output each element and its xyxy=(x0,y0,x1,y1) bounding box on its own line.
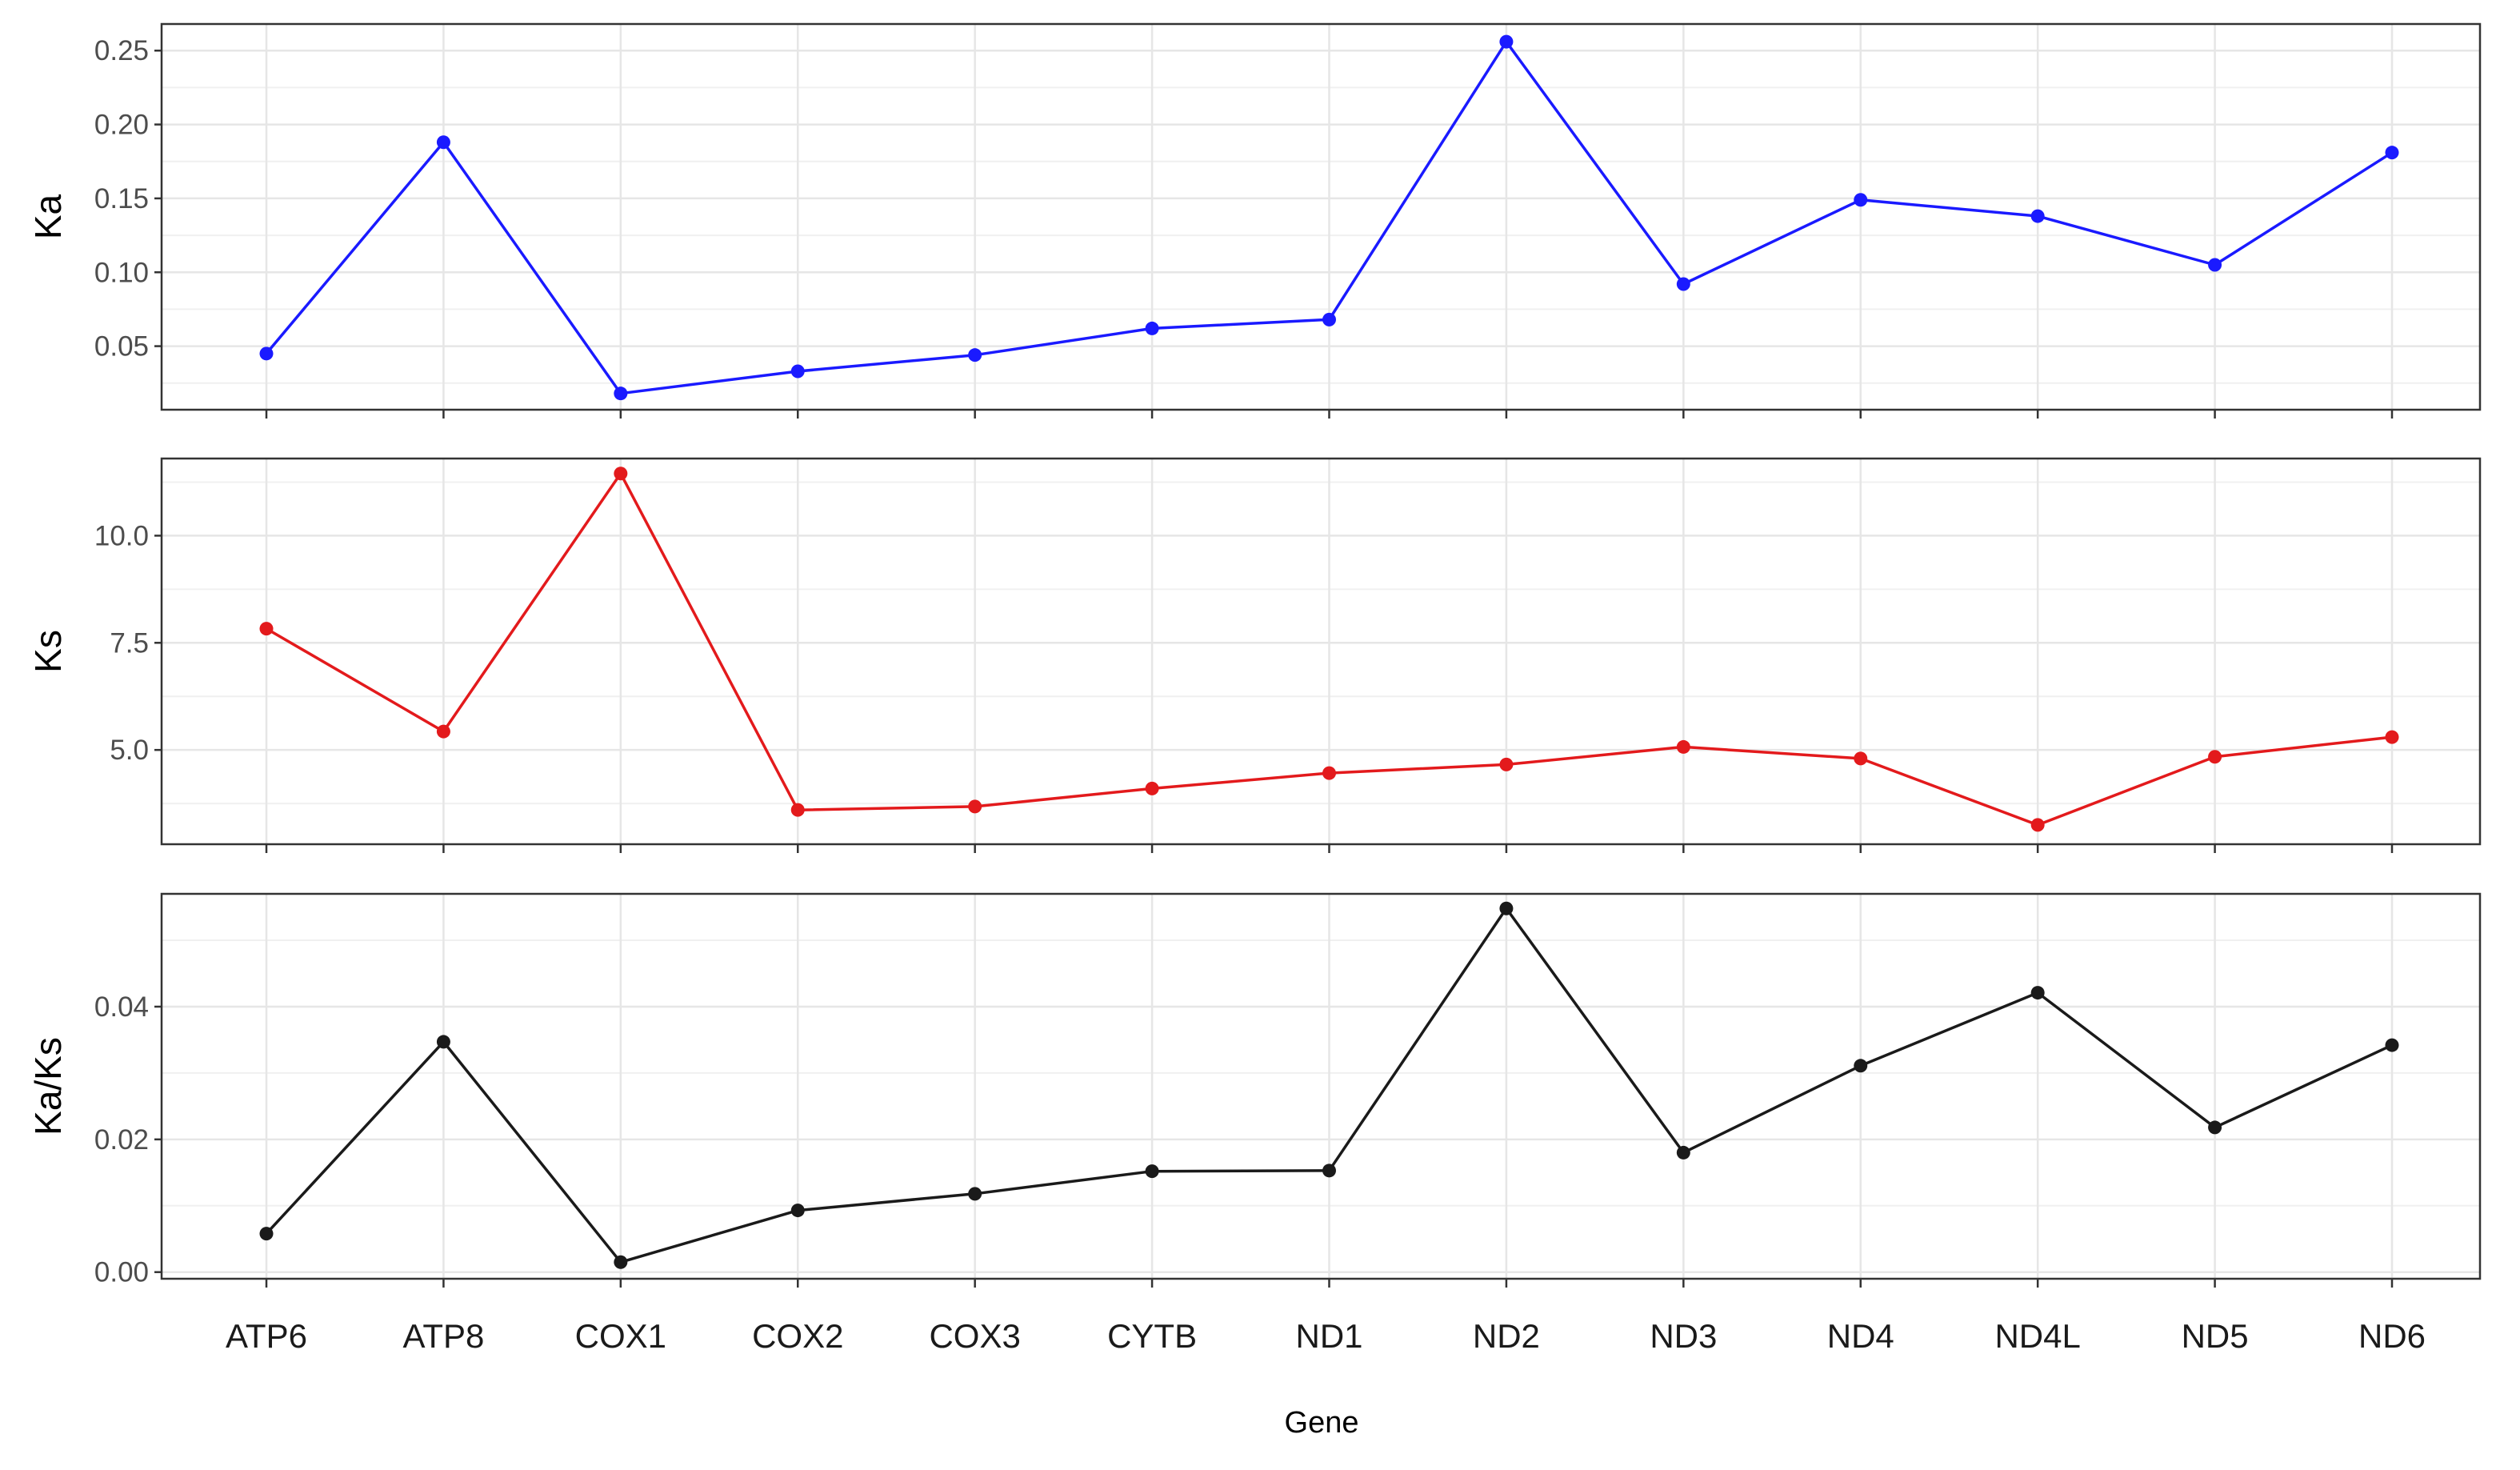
panel-border xyxy=(160,22,2482,411)
y-axis-title: Ka xyxy=(27,194,69,239)
y-axis-title: Ks xyxy=(27,630,69,673)
panel-background xyxy=(162,24,2480,410)
y-tick-label: 0.04 xyxy=(94,991,149,1023)
x-tick-label: ND3 xyxy=(1650,1317,1717,1355)
data-point xyxy=(1322,766,1336,780)
y-tick-label: 0.10 xyxy=(94,257,149,288)
panel-background xyxy=(162,459,2480,844)
data-point xyxy=(2208,258,2222,272)
data-point xyxy=(2030,818,2045,832)
data-point xyxy=(1854,1059,1868,1073)
data-point xyxy=(1499,757,1514,771)
data-point xyxy=(436,724,450,739)
x-tick-label: ATP6 xyxy=(226,1317,307,1355)
data-point xyxy=(790,803,805,817)
data-point xyxy=(1322,312,1336,326)
data-point xyxy=(1145,1164,1159,1179)
panel-3: 0.00 0.02 0.04 Ka/Ks xyxy=(27,892,2482,1288)
data-point xyxy=(614,1255,628,1269)
x-tick-label: ATP8 xyxy=(402,1317,484,1355)
x-tick-label: ND1 xyxy=(1295,1317,1362,1355)
data-point xyxy=(2385,1038,2399,1052)
data-point xyxy=(1854,751,1868,766)
data-point xyxy=(2385,146,2399,160)
x-axis: ATP6 ATP8 COX1 COX2 COX3 CYTB ND1 ND2 ND3 ND4 ND4L… xyxy=(226,1317,2426,1355)
data-point xyxy=(2208,1120,2222,1135)
x-tick-label: ND4 xyxy=(1827,1317,1894,1355)
data-point xyxy=(614,467,628,481)
data-point xyxy=(2385,730,2399,744)
data-point xyxy=(614,387,628,401)
y-tick-label: 0.25 xyxy=(94,35,149,66)
data-point xyxy=(968,1187,982,1201)
y-tick-label: 5.0 xyxy=(110,735,149,766)
data-point xyxy=(790,1204,805,1218)
y-tick-label: 10.0 xyxy=(94,520,149,551)
y-tick-label: 0.02 xyxy=(94,1124,149,1156)
data-point xyxy=(968,348,982,362)
data-point xyxy=(1322,1164,1336,1178)
y-tick-label: 0.00 xyxy=(94,1257,149,1288)
x-axis-title: Gene xyxy=(1285,1406,1359,1440)
x-tick-label: ND6 xyxy=(2358,1317,2426,1355)
x-tick-label: ND4L xyxy=(1994,1317,2080,1355)
panel-2: 5.0 7.5 10.0 Ks xyxy=(27,457,2482,853)
panel-background xyxy=(162,894,2480,1279)
x-tick-label: COX1 xyxy=(575,1317,666,1355)
y-tick-label: 0.05 xyxy=(94,331,149,362)
data-point xyxy=(1676,739,1690,754)
data-point xyxy=(1676,1145,1690,1160)
data-point xyxy=(436,135,450,150)
panels-layer: 0.050.100.150.200.25Ka5.07.510.0Ks0.000.… xyxy=(27,22,2482,1288)
data-point xyxy=(259,1227,274,1241)
data-point xyxy=(2030,209,2045,223)
y-tick-label: 0.20 xyxy=(94,110,149,141)
data-point xyxy=(436,1035,450,1049)
x-tick-label: CYTB xyxy=(1107,1317,1197,1355)
x-tick-label: ND5 xyxy=(2182,1317,2249,1355)
data-point xyxy=(790,364,805,379)
data-point xyxy=(2208,750,2222,764)
y-tick-label: 0.15 xyxy=(94,183,149,214)
data-point xyxy=(968,799,982,814)
data-point xyxy=(1145,321,1159,335)
y-tick-label: 7.5 xyxy=(110,627,149,659)
panel-border xyxy=(160,457,2482,846)
y-axis-title: Ka/Ks xyxy=(27,1037,69,1136)
panel-1: 0.05 0.10 0.15 0.20 0.25 Ka xyxy=(27,22,2482,419)
data-point xyxy=(259,622,274,636)
x-tick-label: COX3 xyxy=(929,1317,1020,1355)
data-point xyxy=(1145,781,1159,795)
data-point xyxy=(1854,193,1868,207)
data-point xyxy=(1499,34,1514,49)
data-point xyxy=(1499,901,1514,915)
x-tick-label: ND2 xyxy=(1473,1317,1540,1355)
panel-border xyxy=(160,892,2482,1280)
data-point xyxy=(259,346,274,361)
data-point xyxy=(2030,986,2045,1000)
data-point xyxy=(1676,277,1690,291)
x-tick-label: COX2 xyxy=(752,1317,843,1355)
